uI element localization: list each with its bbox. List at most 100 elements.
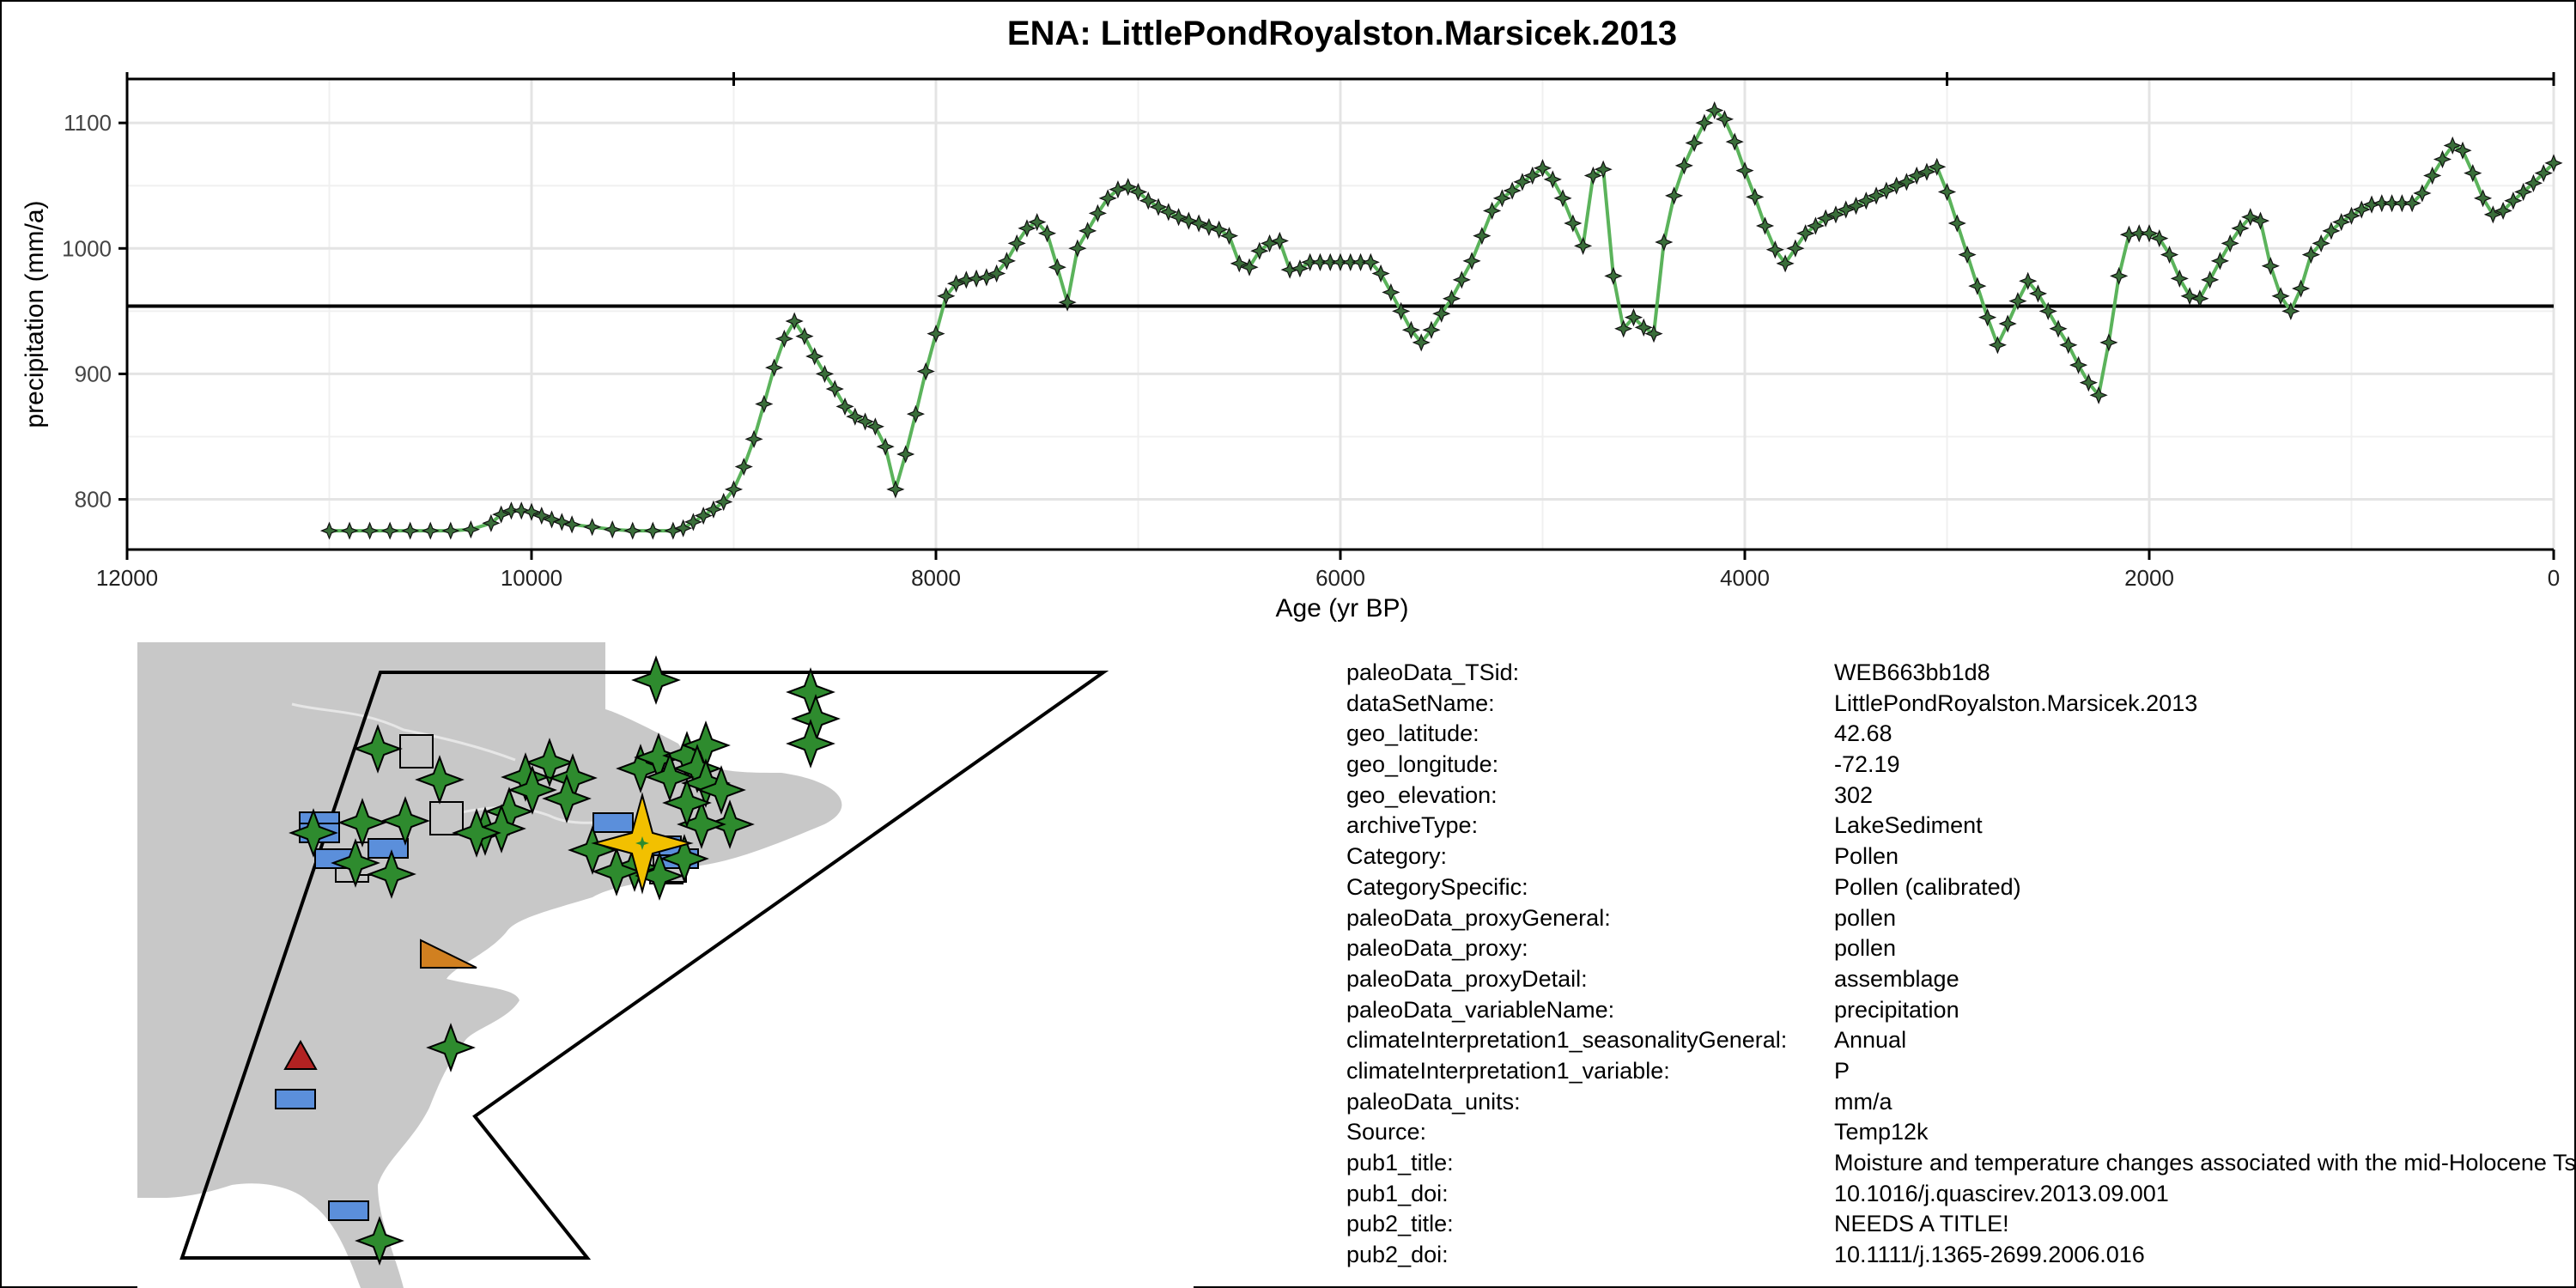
- metadata-row: paleoData_variableName: precipitation: [1346, 995, 2574, 1026]
- data-point: [916, 361, 935, 381]
- metadata-row: paleoData_TSid: WEB663bb1d8: [1346, 658, 2574, 689]
- site-marker-star: [525, 738, 574, 787]
- metadata-row: geo_elevation: 302: [1346, 781, 2574, 811]
- data-point: [1462, 252, 1481, 270]
- metadata-row: CategorySpecific: Pollen (calibrated): [1346, 872, 2574, 903]
- data-point: [1856, 191, 1875, 210]
- metadata-value: mm/a: [1834, 1088, 1893, 1115]
- data-point: [1624, 308, 1643, 327]
- metadata-key: geo_latitude:: [1346, 720, 1479, 747]
- data-point: [1695, 113, 1714, 132]
- x-tick-label: 6000: [1315, 565, 1365, 591]
- site-marker-star: [367, 849, 416, 899]
- data-point: [2292, 279, 2311, 298]
- data-point: [1170, 208, 1188, 227]
- data-point: [2423, 166, 2442, 185]
- data-point: [2504, 191, 2523, 210]
- data-point: [1725, 132, 1744, 151]
- data-point: [1958, 245, 1977, 264]
- data-point: [1422, 320, 1441, 339]
- data-point: [1483, 201, 1502, 221]
- data-point: [1513, 173, 1532, 191]
- data-point: [1634, 318, 1653, 337]
- data-point: [1968, 276, 1987, 295]
- data-point: [361, 521, 380, 540]
- data-point: [1301, 252, 1320, 271]
- data-point: [2201, 270, 2220, 289]
- data-point: [744, 429, 763, 448]
- data-point: [1523, 166, 1542, 185]
- metadata-row: pub1_title: Moisture and temperature chan…: [1346, 1148, 2574, 1179]
- data-point: [1826, 205, 1845, 224]
- data-point: [1392, 301, 1411, 320]
- data-point: [2494, 201, 2512, 221]
- data-point: [2129, 224, 2148, 243]
- site-marker-star: [501, 752, 550, 802]
- chart-title: ENA: LittlePondRoyalston.Marsicek.2013: [1007, 15, 1677, 52]
- metadata-value: Pollen (calibrated): [1834, 873, 2021, 900]
- metadata-row: paleoData_units: mm/a: [1346, 1087, 2574, 1118]
- data-point: [1240, 258, 1259, 276]
- metadata-value: precipitation: [1834, 996, 1959, 1023]
- site-marker-star: [331, 838, 380, 888]
- site-marker-star: [672, 744, 722, 793]
- grid-lines: [125, 79, 2555, 550]
- data-point: [1412, 333, 1431, 352]
- data-point: [724, 480, 744, 499]
- data-point: [1291, 259, 1309, 278]
- data-point: [1139, 191, 1157, 210]
- site-marker-star: [696, 765, 746, 815]
- data-point: [2473, 189, 2493, 208]
- data-point: [1068, 239, 1087, 258]
- site-marker-rectangle: [592, 812, 634, 833]
- data-point: [623, 521, 642, 540]
- metadata-row: archiveType: LakeSediment: [1346, 811, 2574, 841]
- data-point: [1735, 161, 1754, 180]
- data-point: [643, 521, 662, 540]
- site-marker-star: [380, 796, 430, 846]
- data-point: [2383, 194, 2402, 213]
- data-point: [2180, 287, 2199, 306]
- data-point: [1594, 160, 1613, 179]
- data-point: [1432, 304, 1451, 323]
- data-point: [876, 437, 895, 456]
- site-map: [137, 642, 1194, 1288]
- metadata-row: geo_latitude: 42.68: [1346, 719, 2574, 750]
- metadata-value: pollen: [1834, 935, 1897, 962]
- data-point: [2089, 386, 2108, 404]
- data-point: [1877, 181, 1896, 200]
- data-point: [1543, 170, 1562, 189]
- data-point: [997, 252, 1017, 270]
- metadata-key: Source:: [1346, 1119, 1427, 1145]
- metadata-value: WEB663bb1d8: [1834, 659, 1990, 685]
- data-point: [1473, 227, 1492, 246]
- metadata-value: 10.1016/j.quascirev.2013.09.001: [1834, 1180, 2169, 1206]
- data-point: [1897, 173, 1916, 191]
- data-point: [1947, 214, 1966, 233]
- data-point: [1371, 264, 1390, 283]
- series-group: [329, 108, 2555, 533]
- data-point: [1705, 100, 1724, 120]
- metadata-key: climateInterpretation1_seasonalityGenera…: [1346, 1027, 1788, 1054]
- site-marker-triangle-orange: [420, 939, 477, 969]
- data-point: [1018, 219, 1036, 238]
- data-point: [896, 445, 915, 464]
- site-marker-rectangle: [328, 1200, 369, 1221]
- data-point: [1200, 217, 1218, 237]
- data-point: [1230, 254, 1249, 273]
- metadata-key: paleoData_units:: [1346, 1088, 1521, 1115]
- data-point: [2038, 301, 2057, 320]
- data-point: [1149, 197, 1168, 216]
- data-point: [2413, 184, 2432, 203]
- data-point: [2190, 289, 2209, 308]
- data-point: [987, 264, 1006, 283]
- metadata-value: Moisture and temperature changes associa…: [1834, 1150, 2574, 1176]
- data-point: [1685, 133, 1704, 153]
- data-point: [1604, 266, 1623, 286]
- site-marker-star: [677, 799, 726, 849]
- data-point: [2019, 271, 2038, 290]
- data-point: [937, 287, 956, 306]
- data-point: [1119, 178, 1138, 197]
- data-point: [421, 521, 440, 540]
- axes: [118, 72, 2555, 560]
